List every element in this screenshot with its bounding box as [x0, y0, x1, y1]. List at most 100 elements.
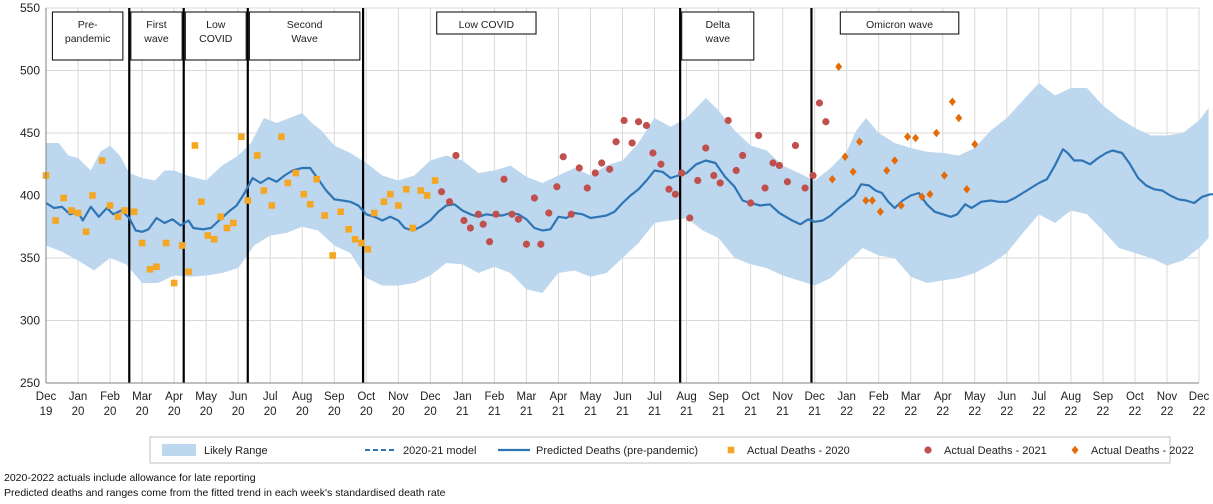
- point-actual-deaths-2020: [284, 179, 292, 187]
- x-tick-label-month: Feb: [100, 391, 120, 403]
- y-tick-label: 400: [20, 189, 40, 203]
- x-tick-label-month: Oct: [357, 391, 376, 403]
- point-actual-deaths-2021: [739, 151, 747, 160]
- phase-label-text: Delta: [706, 19, 731, 31]
- legend-2020-21-model-label: 2020-21 model: [403, 445, 476, 457]
- x-tick-label-year: 22: [1193, 406, 1206, 418]
- point-actual-deaths-2022: [868, 196, 876, 205]
- legend-predicted-deaths-pre-pandemic--label: Predicted Deaths (pre-pandemic): [536, 445, 698, 457]
- x-tick-label-month: Jul: [263, 391, 278, 403]
- point-actual-deaths-2020: [370, 209, 378, 217]
- x-tick-label-year: 22: [936, 406, 949, 418]
- x-tick-label-year: 22: [872, 406, 885, 418]
- phase-label-box: [184, 11, 247, 61]
- point-actual-deaths-2020: [260, 187, 268, 194]
- point-actual-deaths-2021: [553, 183, 561, 191]
- x-tick-label-month: Aug: [676, 391, 696, 403]
- x-tick-label-month: Dec: [1189, 391, 1210, 403]
- x-tick-label-year: 21: [488, 406, 501, 418]
- point-actual-deaths-2020: [278, 133, 285, 141]
- x-tick-label-month: Nov: [772, 391, 793, 403]
- point-actual-deaths-2021: [671, 190, 679, 198]
- point-actual-deaths-2020: [130, 208, 138, 216]
- point-actual-deaths-2021: [642, 121, 651, 130]
- point-actual-deaths-2021: [783, 178, 792, 186]
- point-actual-deaths-2022: [904, 132, 912, 141]
- point-actual-deaths-2022: [856, 137, 864, 146]
- x-tick-label-month: Jun: [613, 391, 632, 403]
- legend-actual-deaths-2021-label: Actual Deaths - 2021: [944, 445, 1047, 457]
- x-tick-label-year: 20: [360, 406, 373, 418]
- legend-likely-range-label: Likely Range: [204, 445, 268, 457]
- point-actual-deaths-2020: [345, 225, 352, 233]
- point-actual-deaths-2022: [883, 166, 891, 175]
- point-actual-deaths-2021: [815, 99, 824, 107]
- phase-label-text: Omicron wave: [866, 19, 933, 31]
- point-actual-deaths-2021: [775, 161, 784, 170]
- x-tick-label-year: 21: [552, 406, 565, 418]
- point-actual-deaths-2021: [583, 184, 591, 192]
- point-actual-deaths-2021: [747, 199, 755, 207]
- x-tick-label-month: Nov: [388, 391, 409, 403]
- point-actual-deaths-2021: [732, 166, 740, 175]
- point-actual-deaths-2021: [508, 210, 516, 218]
- y-tick-label: 450: [20, 126, 40, 140]
- x-tick-label-year: 20: [328, 406, 341, 418]
- x-tick-label-month: Oct: [742, 391, 761, 403]
- point-actual-deaths-2021: [500, 175, 508, 183]
- point-actual-deaths-2021: [649, 149, 657, 157]
- point-actual-deaths-2020: [114, 213, 122, 221]
- point-actual-deaths-2022: [828, 175, 836, 184]
- point-actual-deaths-2020: [82, 228, 90, 236]
- point-actual-deaths-2022: [971, 140, 979, 149]
- point-actual-deaths-2020: [223, 224, 231, 232]
- legend-actual-deaths-2022-label: Actual Deaths - 2022: [1091, 445, 1194, 457]
- point-actual-deaths-2020: [162, 239, 170, 247]
- point-actual-deaths-2022: [835, 62, 843, 71]
- x-tick-label-year: 20: [136, 406, 149, 418]
- x-tick-label-year: 21: [680, 406, 693, 418]
- legend-actual-deaths-2021-swatch: [924, 446, 932, 454]
- x-tick-label-year: 22: [1097, 406, 1110, 418]
- point-actual-deaths-2022: [841, 152, 849, 161]
- point-actual-deaths-2020: [244, 197, 252, 204]
- x-tick-label-year: 22: [840, 406, 853, 418]
- x-tick-label-month: Oct: [1126, 391, 1145, 403]
- x-tick-label-month: Sep: [324, 391, 344, 403]
- phase-label-text: wave: [705, 33, 731, 45]
- point-actual-deaths-2020: [74, 209, 82, 217]
- point-actual-deaths-2021: [437, 188, 446, 196]
- x-tick-label-month: Dec: [804, 391, 825, 403]
- x-tick-label-year: 20: [392, 406, 405, 418]
- point-actual-deaths-2020: [423, 192, 431, 199]
- likely-range-band: [46, 83, 1209, 293]
- x-tick-label-month: Mar: [517, 391, 537, 403]
- point-actual-deaths-2022: [912, 133, 920, 143]
- point-actual-deaths-2022: [932, 128, 940, 138]
- point-actual-deaths-2021: [514, 215, 523, 223]
- point-actual-deaths-2021: [694, 176, 702, 185]
- point-actual-deaths-2021: [606, 165, 614, 173]
- x-tick-label-month: Apr: [934, 391, 952, 403]
- point-actual-deaths-2020: [329, 252, 336, 259]
- point-actual-deaths-2020: [146, 265, 154, 273]
- point-actual-deaths-2020: [217, 213, 224, 221]
- legend-actual-deaths-2022-swatch: [1071, 445, 1079, 455]
- point-actual-deaths-2020: [337, 208, 344, 216]
- predicted-deaths-line: [45, 148, 1213, 233]
- point-actual-deaths-2022: [897, 201, 905, 210]
- y-tick-label: 250: [20, 376, 40, 390]
- point-actual-deaths-2021: [598, 159, 606, 167]
- point-actual-deaths-2020: [313, 175, 320, 183]
- point-actual-deaths-2021: [612, 138, 620, 146]
- point-actual-deaths-2022: [849, 167, 857, 176]
- x-tick-label-month: Jan: [69, 391, 88, 403]
- phase-label-box: [436, 11, 537, 35]
- legend-likely-range-swatch: [162, 444, 196, 456]
- point-actual-deaths-2022: [926, 190, 934, 199]
- point-actual-deaths-2020: [204, 232, 212, 239]
- x-tick-label-month: Jul: [1032, 391, 1047, 403]
- x-tick-label-year: 21: [520, 406, 533, 418]
- x-tick-label-year: 21: [712, 406, 725, 418]
- x-tick-label-month: Apr: [165, 391, 183, 403]
